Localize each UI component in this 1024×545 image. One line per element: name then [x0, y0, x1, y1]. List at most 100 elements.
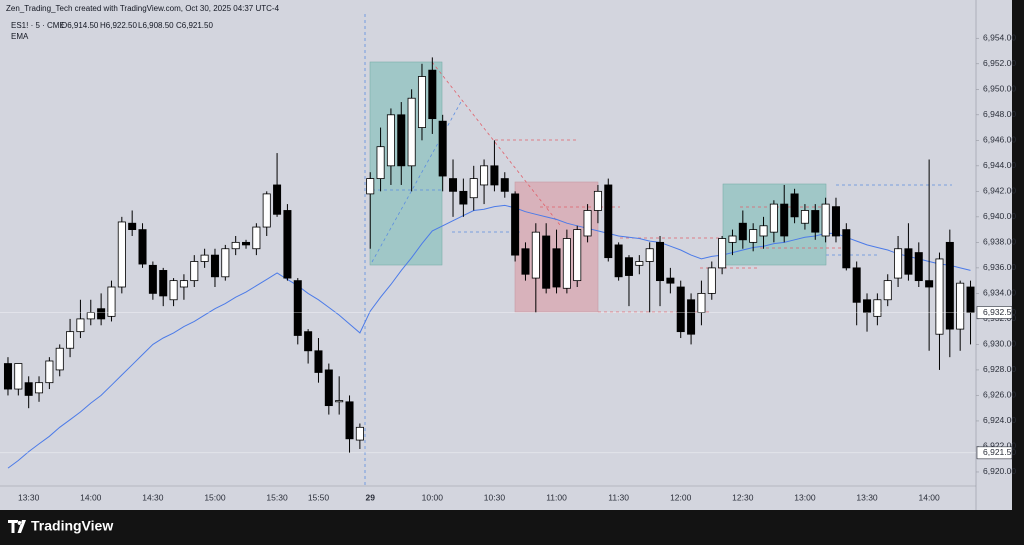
candle-body	[831, 206, 840, 237]
candle-body	[800, 210, 809, 224]
x-tick-label: 15:00	[204, 492, 226, 502]
candle-body	[190, 261, 199, 282]
candle-body	[169, 280, 178, 301]
y-tick-label: 6,936.00	[983, 262, 1016, 272]
candle-body	[304, 331, 313, 352]
y-tick-label: 6,950.00	[983, 84, 1016, 94]
candle-body	[407, 97, 416, 167]
trend-line	[431, 61, 561, 226]
candle-body	[283, 210, 292, 279]
candle-body	[966, 286, 975, 313]
candle-body	[645, 248, 654, 262]
candle-body	[273, 184, 282, 215]
candle-body	[107, 286, 116, 317]
candle-body	[552, 248, 561, 288]
candle-body	[521, 248, 530, 275]
candle-body	[666, 277, 675, 284]
candle-body	[76, 318, 85, 333]
y-tick-label: 6,938.00	[983, 237, 1016, 247]
candle-body	[128, 222, 137, 231]
candle-body	[200, 254, 209, 262]
candle-body	[863, 299, 872, 313]
candle-body	[428, 69, 437, 120]
candle-body	[656, 241, 665, 282]
x-tick-label: 14:00	[80, 492, 102, 502]
x-tick-label: 13:30	[856, 492, 878, 502]
candle-body	[573, 229, 582, 282]
candle-body	[480, 165, 489, 186]
candle-body	[914, 252, 923, 282]
candle-body	[718, 238, 727, 269]
candle-body	[676, 286, 685, 333]
x-tick-label: 10:00	[422, 492, 444, 502]
candle-body	[138, 229, 147, 265]
candle-body	[417, 76, 426, 128]
candle-body	[86, 312, 95, 320]
candle-body	[262, 193, 271, 228]
x-tick-label: 15:30	[266, 492, 288, 502]
x-tick-label: 10:30	[484, 492, 506, 502]
trend-line	[371, 99, 463, 263]
candle-body	[542, 235, 551, 289]
candle-body	[583, 210, 592, 237]
y-tick-label: 6,948.00	[983, 109, 1016, 119]
x-tick-label: 11:30	[608, 492, 629, 502]
candle-body	[45, 360, 54, 384]
candle-body	[925, 280, 934, 288]
credit: Zen_Trading_Tech created with TradingVie…	[6, 4, 280, 13]
ohlc-close: C6,921.50	[176, 21, 213, 30]
candle-body	[314, 350, 323, 373]
candle-body	[14, 363, 23, 390]
candle-body	[728, 235, 737, 243]
candle-body	[459, 190, 468, 205]
y-tick-label: 6,928.00	[983, 364, 1016, 374]
candle-body	[366, 178, 375, 195]
candle-body	[614, 244, 623, 278]
candle-body	[852, 267, 861, 303]
y-tick-label: 6,952.00	[983, 58, 1016, 68]
x-tick-label: 13:30	[18, 492, 40, 502]
x-tick-label: 11:00	[546, 492, 567, 502]
candle-body	[397, 114, 406, 167]
price-label-box	[976, 306, 1013, 319]
y-tick-label: 6,944.00	[983, 160, 1016, 170]
candle-body	[55, 347, 64, 371]
candle-body	[345, 401, 354, 440]
candle-body	[738, 222, 747, 241]
candle-body	[769, 203, 778, 233]
x-tick-label: 29	[365, 492, 375, 502]
candle-body	[811, 210, 820, 233]
candle-body	[355, 426, 364, 441]
candle-body	[531, 231, 540, 279]
candle-body	[759, 225, 768, 237]
candle-body	[697, 292, 706, 313]
candle-body	[904, 248, 913, 275]
symbol: ES1! · 5 · CME	[11, 21, 65, 30]
y-tick-label: 6,922.00	[983, 441, 1016, 451]
candle-body	[883, 280, 892, 301]
candle-body	[148, 264, 157, 294]
candle-body	[873, 299, 882, 317]
candle-body	[335, 400, 344, 403]
ohlc-high: H6,922.50	[100, 21, 137, 30]
candle-body	[66, 331, 75, 349]
candle-body	[242, 241, 251, 246]
candle-body	[894, 248, 903, 279]
candle-body	[449, 178, 458, 192]
y-tick-label: 6,926.00	[983, 390, 1016, 400]
candle-body	[624, 257, 633, 276]
price-label: 6,921.50	[983, 447, 1016, 457]
ohlc-low: L6,908.50	[138, 21, 174, 30]
candle-body	[821, 203, 830, 237]
candle-body	[687, 299, 696, 335]
candle-body	[956, 282, 965, 330]
candle-body	[117, 221, 126, 288]
candle-body	[179, 280, 188, 288]
x-tick-label: 14:00	[918, 492, 940, 502]
y-tick-label: 6,934.00	[983, 288, 1016, 298]
candle-body	[635, 261, 644, 266]
candle-body	[469, 178, 478, 199]
candle-body	[386, 114, 395, 167]
